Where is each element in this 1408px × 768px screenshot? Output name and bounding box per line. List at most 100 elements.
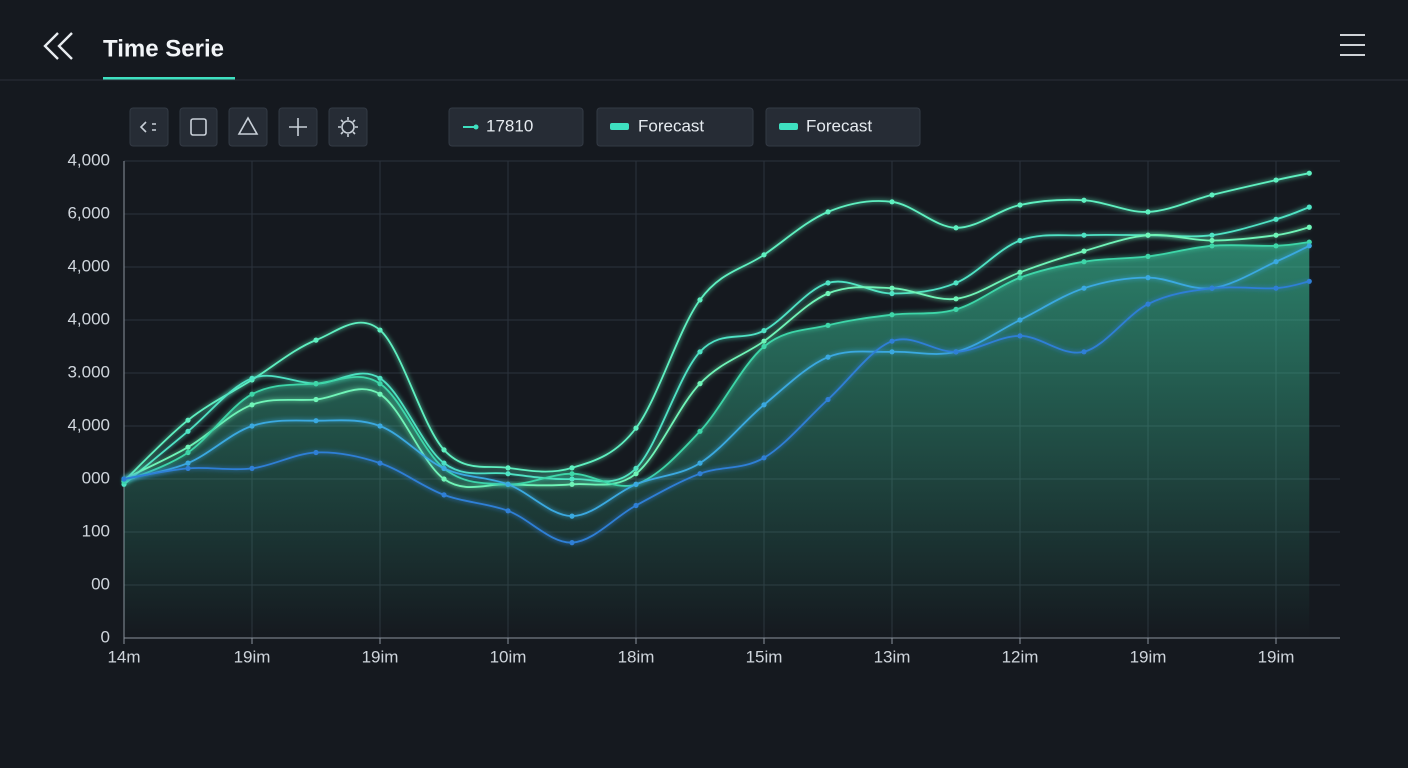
- data-point: [441, 460, 447, 466]
- data-point: [1273, 285, 1279, 291]
- menu-button[interactable]: [1340, 34, 1365, 56]
- data-point: [505, 481, 511, 487]
- data-point: [377, 391, 383, 397]
- data-point: [633, 471, 639, 477]
- data-point: [1017, 202, 1023, 208]
- y-tick-label: 000: [82, 468, 110, 487]
- x-tick-label: 18im: [618, 647, 655, 666]
- data-point: [313, 381, 319, 387]
- data-point: [1017, 317, 1023, 323]
- data-point: [1306, 170, 1312, 176]
- chip[interactable]: 17810: [448, 107, 584, 147]
- page-title: Time Serie: [103, 35, 224, 62]
- data-point: [505, 471, 511, 477]
- tool-crop[interactable]: [179, 107, 218, 147]
- data-point: [1081, 349, 1087, 355]
- y-tick-label: 0: [101, 627, 110, 646]
- data-point: [889, 349, 895, 355]
- data-point: [1209, 237, 1215, 244]
- data-point: [953, 349, 959, 355]
- data-point: [1081, 197, 1087, 203]
- data-point: [313, 396, 319, 403]
- data-point: [377, 327, 383, 333]
- data-point: [569, 465, 575, 471]
- tool-add[interactable]: [278, 107, 318, 147]
- data-point: [249, 391, 255, 397]
- data-point: [569, 540, 575, 546]
- data-point: [697, 428, 703, 434]
- data-point: [825, 322, 831, 328]
- data-point: [569, 476, 575, 482]
- tool-triangle[interactable]: [228, 107, 268, 147]
- data-point: [569, 471, 575, 477]
- data-point: [441, 465, 447, 471]
- data-point: [505, 465, 511, 471]
- data-point: [825, 209, 831, 215]
- y-tick-label: 100: [82, 521, 110, 540]
- data-point: [1273, 243, 1279, 249]
- data-point: [889, 285, 895, 291]
- series-line: [123, 241, 1310, 487]
- data-point: [953, 280, 959, 286]
- chip-label: Forecast: [638, 116, 704, 135]
- data-point: [825, 280, 831, 286]
- series-line: [123, 172, 1310, 482]
- data-point: [1145, 209, 1151, 215]
- data-point: [761, 455, 767, 461]
- data-point: [1306, 204, 1312, 210]
- data-point: [889, 290, 895, 297]
- data-point: [1081, 285, 1087, 291]
- data-point: [761, 338, 767, 344]
- y-tick-label: 3.000: [67, 362, 110, 381]
- data-point: [1306, 243, 1312, 249]
- data-point: [121, 476, 127, 482]
- x-tick-label: 19im: [234, 647, 271, 666]
- data-point: [1145, 253, 1151, 259]
- plot: 0001000004,0003.0004,0004,0006,0004,0001…: [67, 150, 1340, 666]
- tool-share[interactable]: [129, 107, 169, 147]
- series-line: [123, 244, 1310, 518]
- data-point: [697, 381, 703, 387]
- data-point: [569, 513, 575, 519]
- data-point: [185, 465, 191, 471]
- x-tick-label: 14m: [107, 647, 140, 666]
- data-point: [953, 225, 959, 231]
- chip-label: 17810: [486, 116, 533, 135]
- y-tick-label: 4,000: [67, 415, 110, 434]
- data-point: [633, 425, 639, 431]
- area: [124, 242, 1310, 638]
- chip[interactable]: Forecast: [765, 107, 921, 147]
- y-tick-label: 4,000: [67, 150, 110, 169]
- data-point: [761, 343, 767, 350]
- data-point: [1209, 285, 1215, 291]
- data-point: [697, 297, 703, 303]
- data-point: [825, 354, 831, 360]
- data-point: [185, 428, 191, 434]
- data-point: [313, 418, 319, 424]
- x-tick-label: 19im: [1258, 647, 1295, 666]
- x-tick-label: 10im: [490, 647, 527, 666]
- data-point: [1306, 278, 1312, 284]
- data-point: [441, 447, 447, 453]
- data-point: [441, 492, 447, 498]
- back-button[interactable]: [43, 32, 73, 60]
- data-point: [889, 199, 895, 205]
- data-point: [1081, 248, 1087, 254]
- data-point: [1081, 232, 1087, 238]
- x-tick-label: 19im: [1130, 647, 1167, 666]
- chip-label: Forecast: [806, 116, 872, 135]
- data-point: [1145, 301, 1151, 307]
- data-point: [1273, 216, 1279, 222]
- data-point: [185, 449, 191, 456]
- tool-settings[interactable]: [328, 107, 368, 147]
- data-point: [185, 417, 191, 423]
- series-line: [123, 280, 1310, 544]
- chip[interactable]: Forecast: [596, 107, 754, 147]
- data-point: [761, 252, 767, 258]
- data-point: [313, 337, 319, 343]
- data-point: [249, 465, 255, 471]
- data-point: [1209, 243, 1215, 249]
- data-point: [953, 306, 959, 312]
- title-underline: [103, 77, 235, 80]
